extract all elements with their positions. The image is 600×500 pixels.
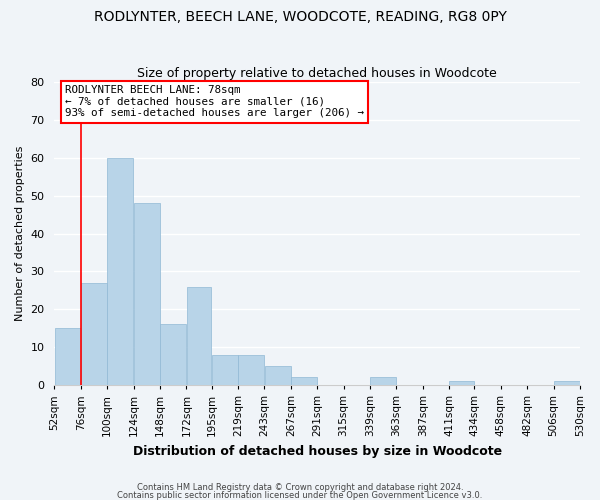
Bar <box>160 324 186 385</box>
Bar <box>107 158 133 385</box>
Text: RODLYNTER, BEECH LANE, WOODCOTE, READING, RG8 0PY: RODLYNTER, BEECH LANE, WOODCOTE, READING… <box>94 10 506 24</box>
Bar <box>291 378 317 385</box>
Text: RODLYNTER BEECH LANE: 78sqm
← 7% of detached houses are smaller (16)
93% of semi: RODLYNTER BEECH LANE: 78sqm ← 7% of deta… <box>65 85 364 118</box>
Text: Contains public sector information licensed under the Open Government Licence v3: Contains public sector information licen… <box>118 490 482 500</box>
Bar <box>134 203 160 385</box>
Text: Contains HM Land Registry data © Crown copyright and database right 2024.: Contains HM Land Registry data © Crown c… <box>137 484 463 492</box>
Bar <box>187 286 211 385</box>
Bar <box>554 381 580 385</box>
Bar <box>265 366 290 385</box>
Bar <box>55 328 80 385</box>
Y-axis label: Number of detached properties: Number of detached properties <box>15 146 25 321</box>
Bar <box>449 381 474 385</box>
Bar <box>81 283 107 385</box>
Bar <box>238 354 264 385</box>
Bar <box>212 354 238 385</box>
Bar <box>370 378 396 385</box>
Title: Size of property relative to detached houses in Woodcote: Size of property relative to detached ho… <box>137 66 497 80</box>
X-axis label: Distribution of detached houses by size in Woodcote: Distribution of detached houses by size … <box>133 444 502 458</box>
